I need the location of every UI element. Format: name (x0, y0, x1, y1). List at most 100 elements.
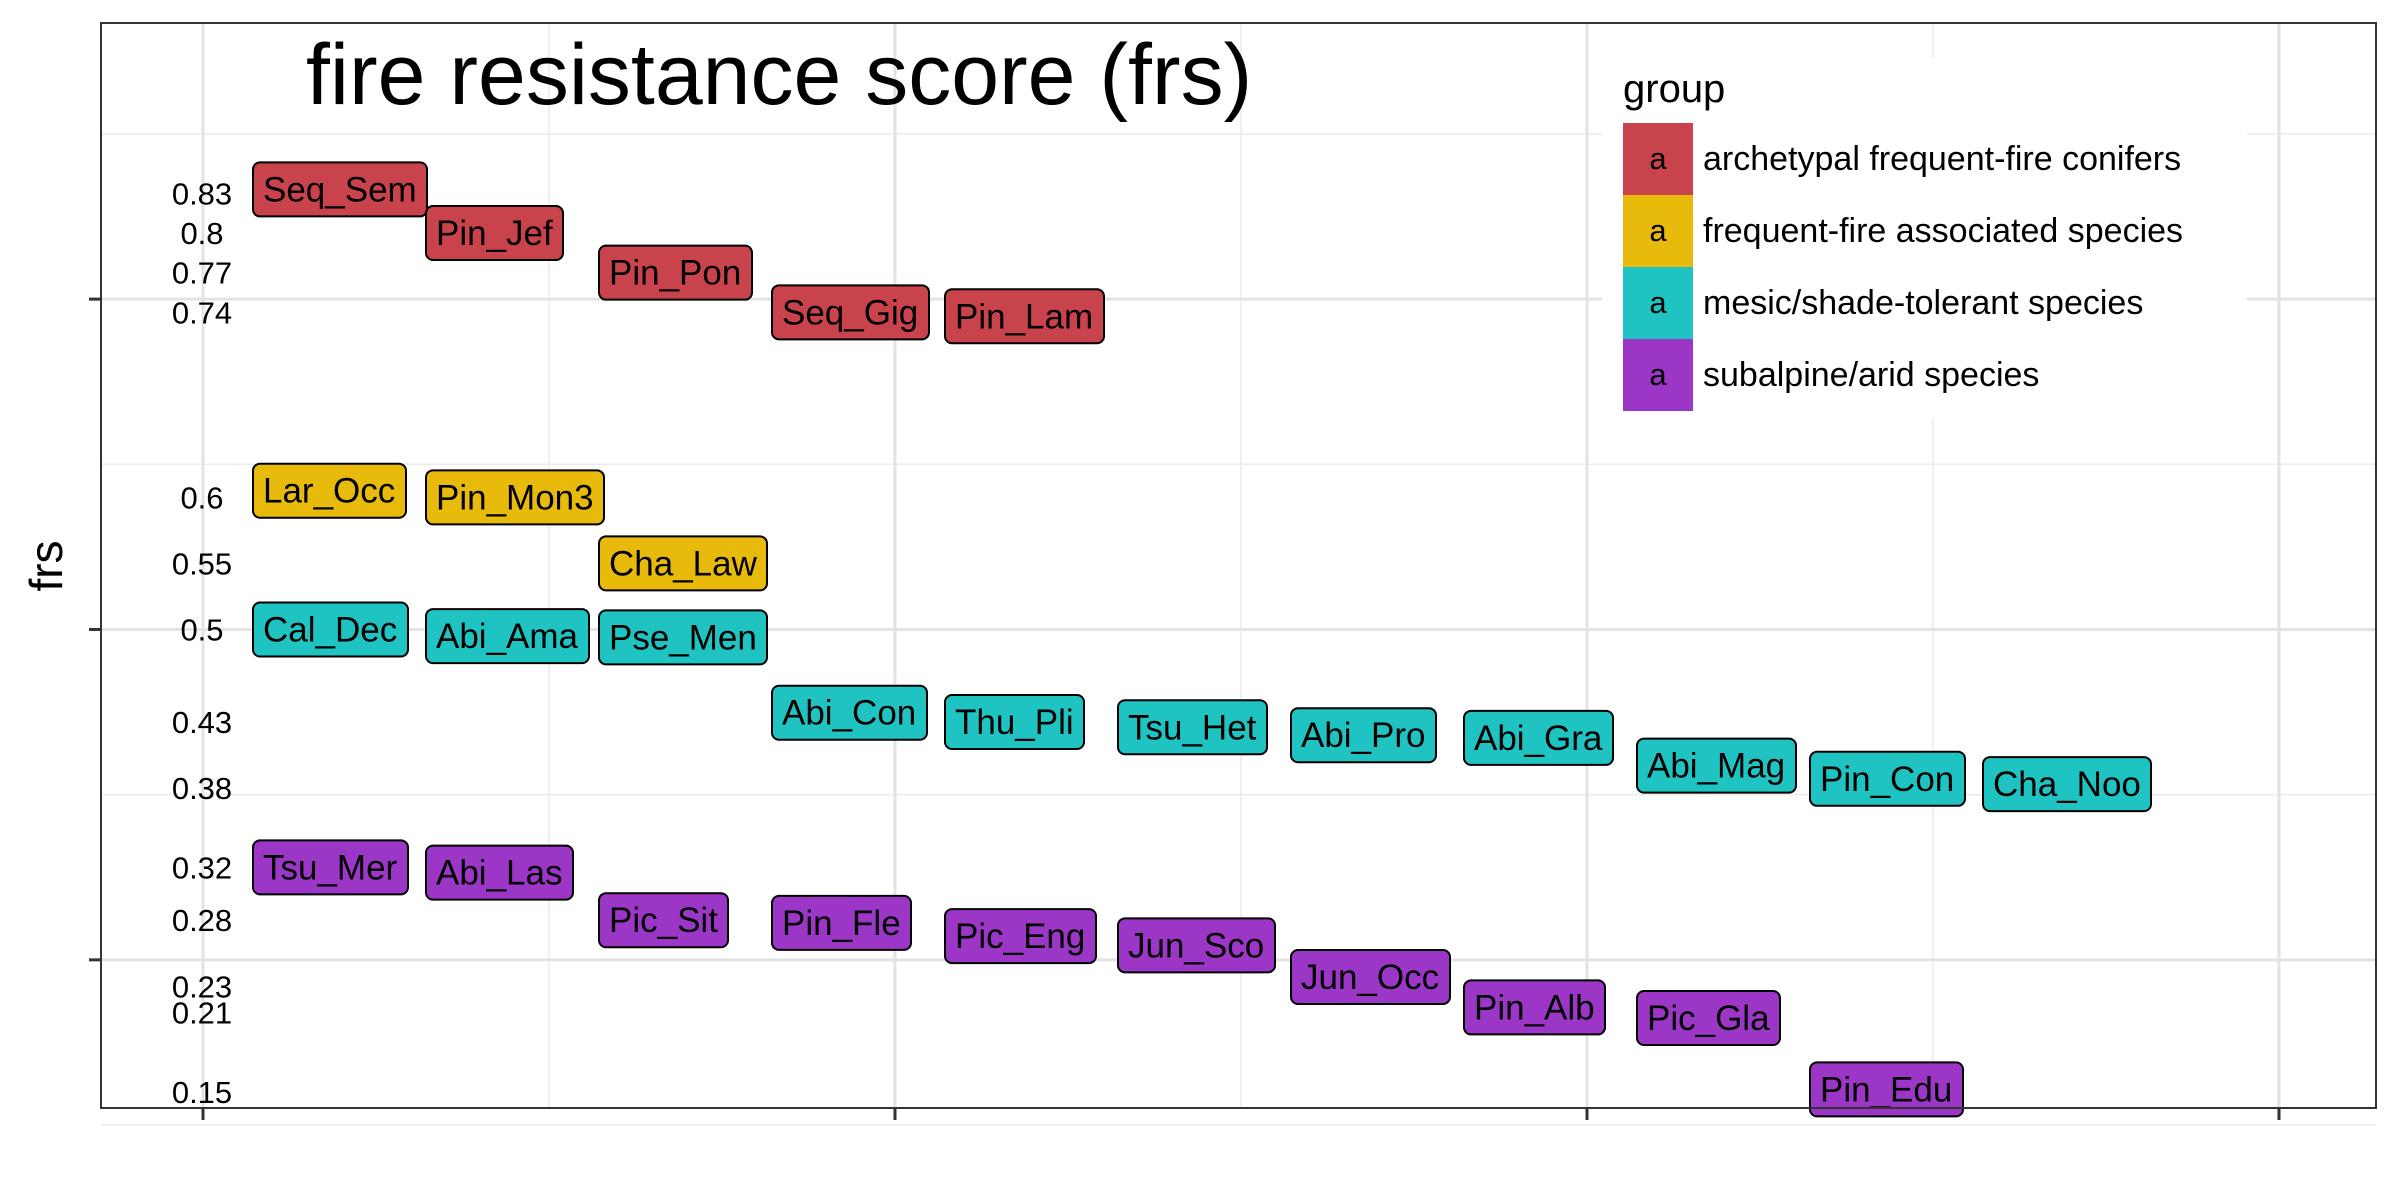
species-label-text: Tsu_Mer (263, 848, 398, 887)
species-label: Jun_Occ (1290, 949, 1451, 1006)
species-label-box (1117, 917, 1276, 974)
legend-label: mesic/shade-tolerant species (1703, 284, 2143, 322)
species-label-text: Pic_Sit (609, 901, 718, 940)
species-label-text: Lar_Occ (263, 472, 395, 511)
species-label: Abi_Las (425, 844, 574, 901)
species-label-text: Pin_Pon (609, 254, 741, 293)
value-label: 0.6 (180, 480, 223, 515)
species-label: Pin_Fle (771, 894, 912, 951)
value-label: 0.28 (172, 903, 232, 938)
value-label: 0.23 (172, 969, 232, 1004)
value-label: 0.15 (172, 1075, 232, 1110)
legend-item: a subalpine/arid species (1623, 339, 2039, 411)
species-label: Cha_Law (598, 535, 768, 592)
value-label: 0.77 (172, 256, 232, 291)
species-label-box (771, 284, 930, 341)
species-label: Tsu_Het (1117, 699, 1268, 756)
species-label-box (425, 844, 574, 901)
species-label-box (1117, 699, 1268, 756)
species-label: Pin_Pon (598, 244, 753, 301)
species-label-text: Pic_Eng (955, 917, 1085, 956)
species-label-box (1290, 707, 1437, 764)
species-label: Abi_Con (771, 684, 928, 741)
value-label: 0.74 (172, 295, 232, 330)
species-label-box (1463, 979, 1606, 1036)
species-label-text: Cal_Dec (263, 610, 397, 649)
legend-key (1623, 123, 1693, 195)
legend-title: group (1623, 67, 1725, 111)
value-label: 0.55 (172, 546, 232, 581)
species-label-box (425, 205, 564, 262)
axes (89, 297, 2281, 1120)
species-label-text: Cha_Noo (1993, 765, 2141, 804)
species-label: Tsu_Mer (252, 839, 409, 896)
legend-item: a frequent-fire associated species (1623, 195, 2183, 267)
legend-key (1623, 339, 1693, 411)
species-label-box (598, 244, 753, 301)
legend-item: a mesic/shade-tolerant species (1623, 267, 2143, 339)
species-label-box (252, 161, 428, 218)
species-label-box (944, 908, 1097, 965)
legend-label: frequent-fire associated species (1703, 212, 2183, 250)
species-label-box (598, 892, 729, 949)
species-label-text: Jun_Sco (1128, 926, 1264, 965)
species-label: Pin_Con (1809, 750, 1966, 807)
species-label-box (252, 462, 407, 519)
species-label: Seq_Gig (771, 284, 930, 341)
y-axis-label: frs (20, 540, 72, 591)
value-label: 0.38 (172, 771, 232, 806)
legend-background (1602, 58, 2247, 418)
legend-label: subalpine/arid species (1703, 356, 2039, 394)
species-label-text: Abi_Las (436, 854, 562, 893)
species-label-box (1982, 756, 2152, 813)
species-label: Thu_Pli (944, 693, 1085, 750)
species-label-box (771, 684, 928, 741)
species-labels: Seq_Sem Pin_Jef Pin_Pon Seq_Gig Pin_Lam Lar_O… (252, 161, 2152, 1118)
species-label: Cha_Noo (1982, 756, 2152, 813)
species-label-text: Abi_Mag (1647, 747, 1785, 786)
species-label-box (1809, 1061, 1964, 1118)
panel-border (100, 22, 2377, 1109)
species-label-text: Thu_Pli (955, 703, 1074, 742)
legend-label: archetypal frequent-fire conifers (1703, 140, 2181, 178)
legend-key-glyph: a (1649, 141, 1667, 176)
species-label-box (252, 601, 409, 658)
species-label: Pin_Edu (1809, 1061, 1964, 1118)
value-labels: 0.83 0.8 0.77 0.74 0.6 0.55 0.5 0.43 0.38 0.32 0.2… (172, 176, 232, 1110)
species-label: Jun_Sco (1117, 917, 1276, 974)
species-label-text: Pic_Gla (1647, 999, 1770, 1038)
species-label-text: Pin_Alb (1474, 988, 1595, 1027)
species-label-text: Pin_Fle (782, 904, 901, 943)
legend: group a archetypal frequent-fire conifers… (1602, 58, 2247, 418)
legend-key (1623, 195, 1693, 267)
species-label-box (1636, 737, 1797, 794)
species-label-box (425, 608, 590, 665)
value-label: 0.32 (172, 850, 232, 885)
species-label: Pic_Eng (944, 908, 1097, 965)
species-label-text: Abi_Con (782, 694, 916, 733)
species-label: Pic_Sit (598, 892, 729, 949)
species-label-box (1290, 949, 1451, 1006)
species-label: Pin_Lam (944, 288, 1105, 345)
legend-key-glyph: a (1649, 357, 1667, 392)
species-label-text: Abi_Ama (436, 617, 579, 656)
species-label-text: Cha_Law (609, 544, 758, 583)
species-label-box (1809, 750, 1966, 807)
value-label: 0.43 (172, 705, 232, 740)
chart-title: fire resistance score (frs) (306, 27, 1252, 123)
species-label-text: Pin_Edu (1820, 1070, 1952, 1109)
legend-key-glyph: a (1649, 285, 1667, 320)
species-label: Pic_Gla (1636, 989, 1781, 1046)
species-label: Abi_Gra (1463, 709, 1614, 766)
species-label-text: Pin_Lam (955, 297, 1093, 336)
value-label: 0.21 (172, 996, 232, 1031)
species-label-box (944, 288, 1105, 345)
species-label: Abi_Ama (425, 608, 590, 665)
species-label-box (252, 839, 409, 896)
species-label-box (771, 894, 912, 951)
species-label: Pin_Jef (425, 205, 564, 262)
species-label-text: Pin_Con (1820, 760, 1954, 799)
species-label-text: Pin_Jef (436, 214, 553, 253)
species-label: Pin_Alb (1463, 979, 1606, 1036)
